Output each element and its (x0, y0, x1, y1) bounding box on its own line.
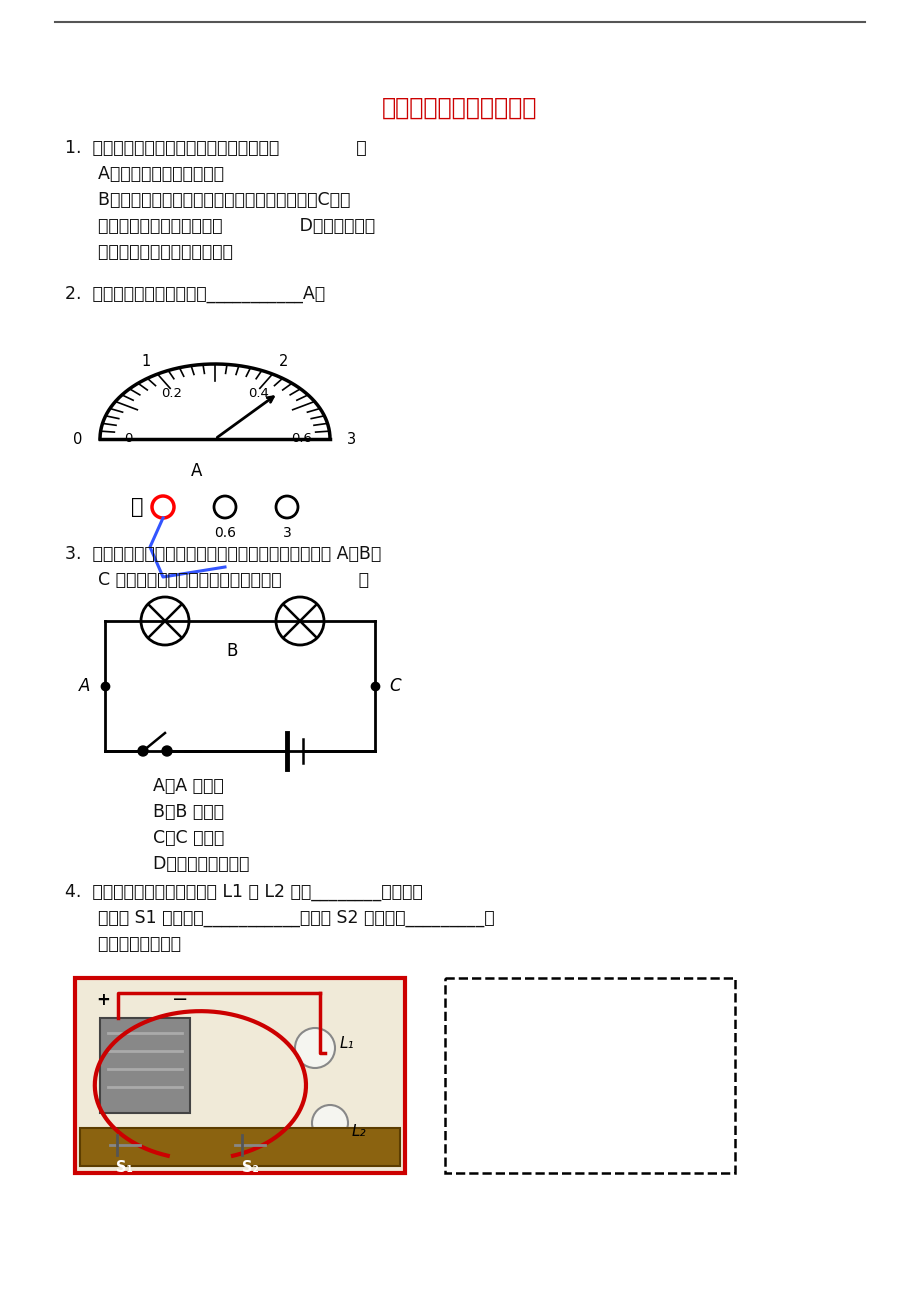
Text: S₁: S₁ (117, 1160, 133, 1176)
Circle shape (295, 1028, 335, 1068)
Text: C: C (389, 677, 401, 695)
Text: 2.  如图所示电流表的示数是___________A。: 2. 如图所示电流表的示数是___________A。 (65, 285, 324, 303)
Text: 并画出其电路图。: 并画出其电路图。 (65, 935, 181, 954)
Circle shape (276, 597, 323, 645)
Text: B．在未知电路电流的情况下应使用较小的量程C．不: B．在未知电路电流的情况下应使用较小的量程C．不 (65, 191, 350, 209)
Text: 1: 1 (142, 354, 151, 369)
Text: 可将电流表直接接在电源上              D．连接时应使: 可将电流表直接接在电源上 D．连接时应使 (65, 217, 375, 235)
Text: A: A (79, 677, 91, 695)
Text: 0: 0 (124, 432, 132, 445)
Text: −: − (172, 990, 188, 1010)
Text: A: A (191, 462, 202, 480)
Circle shape (312, 1105, 347, 1141)
Text: 0.4: 0.4 (248, 386, 268, 399)
Text: 3: 3 (282, 526, 291, 540)
Text: 3: 3 (347, 432, 357, 446)
Text: －: － (130, 497, 143, 516)
Text: 3.  小珊按如图电路进行探究实验，将电流表先后串联在 A、B、: 3. 小珊按如图电路进行探究实验，将电流表先后串联在 A、B、 (65, 545, 380, 563)
Bar (445, 978, 734, 1174)
Text: 串、并联电路中电流规律: 串、并联电路中电流规律 (382, 96, 537, 120)
Text: 0.2: 0.2 (161, 386, 182, 399)
Text: +: + (96, 991, 109, 1010)
Text: 中开关 S1 控制灯泡___________，开关 S2 控制灯泡_________。: 中开关 S1 控制灯泡___________，开关 S2 控制灯泡_______… (65, 909, 494, 928)
Text: B．B 处最大: B．B 处最大 (119, 803, 223, 821)
Text: 4.  如图所示的电路中，电灯泡 L1 和 L2 组成________电路，其: 4. 如图所示的电路中，电灯泡 L1 和 L2 组成________电路，其 (65, 883, 423, 902)
Text: C．C 处最大: C．C 处最大 (119, 829, 224, 847)
Text: L₁: L₁ (340, 1036, 354, 1050)
Text: 0: 0 (74, 432, 83, 446)
Text: 电流从电流表的正接线柱流进: 电流从电流表的正接线柱流进 (65, 243, 233, 262)
Circle shape (141, 597, 188, 645)
Text: 0.6: 0.6 (214, 526, 236, 540)
Text: 1.  关于电流表的使用，下列说法错误的是（              ）: 1. 关于电流表的使用，下列说法错误的是（ ） (65, 139, 367, 157)
Text: C 处，当开关闭合后，电流表的读数（              ）: C 处，当开关闭合后，电流表的读数（ ） (65, 571, 369, 589)
Text: D．三处都是一样大: D．三处都是一样大 (119, 855, 249, 873)
Bar (75, 978, 404, 1174)
Text: A．A 处最大: A．A 处最大 (119, 777, 223, 795)
Text: A．电流表应串联在电路中: A．电流表应串联在电路中 (65, 165, 223, 183)
Text: 2: 2 (278, 354, 288, 369)
Text: 0.6: 0.6 (291, 432, 312, 445)
Bar (80, 1128, 400, 1166)
Text: L₂: L₂ (352, 1124, 367, 1138)
Bar (100, 1017, 190, 1112)
Circle shape (138, 745, 148, 756)
Text: S₂: S₂ (242, 1160, 258, 1176)
Text: B: B (227, 641, 238, 660)
Circle shape (162, 745, 172, 756)
